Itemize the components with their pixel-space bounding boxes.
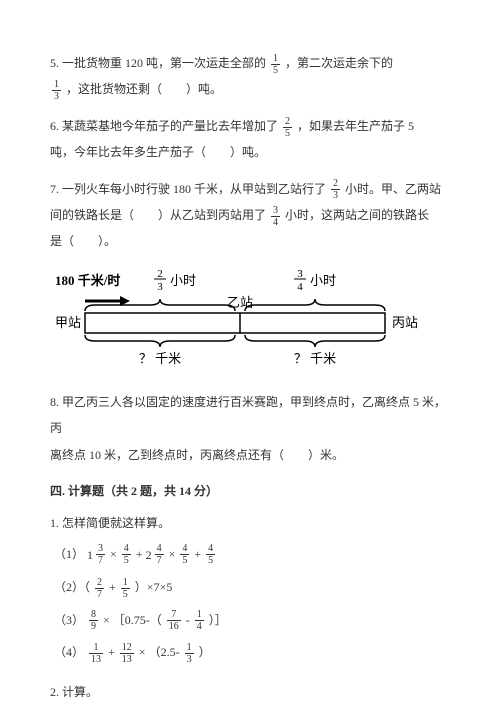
calc1-e3: （3） 89 × ［0.75-（ 716 - 14 ）］: [54, 607, 450, 633]
svg-text:4: 4: [297, 281, 303, 293]
svg-text:小时: 小时: [310, 273, 336, 288]
calc2-title: 2. 计算。: [50, 679, 450, 705]
q8-line2: 离终点 10 米，乙到终点时，丙离终点还有（ ）米。: [50, 442, 450, 468]
calc1-e4: （4） 113 + 1213 × （2.5- 13 ）: [54, 639, 450, 665]
calc1-e1: （1） 137 × 45 + 247 × 45 + 45: [54, 541, 450, 568]
q8-line1: 8. 甲乙丙三人各以固定的速度进行百米赛跑，甲到终点时，乙离终点 5 米，丙: [50, 389, 450, 442]
diagram-station-b-top: 乙站: [227, 295, 253, 310]
q7-frac-1: 23: [331, 178, 340, 201]
svg-text:小时: 小时: [170, 273, 196, 288]
q7-text-1: 7. 一列火车每小时行驶 180 千米，从甲站到乙站行了: [50, 182, 326, 196]
q7-text-2: 小时。甲、乙两站: [345, 182, 441, 196]
question-5: 5. 一批货物重 120 吨，第一次运走全部的 15 ，第二次运走余下的 13 …: [50, 50, 450, 103]
brace-bottom-left: [85, 335, 235, 347]
q7-frac-2: 34: [271, 205, 280, 228]
calc1-list: （1） 137 × 45 + 247 × 45 + 45 （2）（ 27 + 1…: [54, 541, 450, 666]
diagram-station-a: 甲站: [55, 315, 81, 330]
diagram-speed: 180 千米/时: [55, 273, 120, 288]
section-4-title: 四. 计算题（共 2 题，共 14 分）: [50, 478, 450, 504]
q6-text-2: ，如果去年生产茄子 5: [297, 119, 414, 133]
diagram-unknown-2: ？ 千米: [294, 351, 336, 366]
svg-text:3: 3: [157, 281, 163, 293]
q7-line3: 是（ ）。: [50, 228, 450, 254]
railway-diagram: 180 千米/时 2 3 小时 3 4 小时 乙站 甲站 丙站 ？ 千米 ？ 千…: [50, 265, 430, 375]
diagram-unknown-1: ？ 千米: [139, 351, 181, 366]
question-6: 6. 某蔬菜基地今年茄子的产量比去年增加了 25 ，如果去年生产茄子 5 吨，今…: [50, 113, 450, 166]
brace-bottom-right: [245, 335, 385, 347]
diagram-time-1: 2 3 小时: [154, 268, 196, 293]
q7-line2b: 小时，这两站之间的铁路长: [285, 208, 429, 222]
svg-text:2: 2: [157, 268, 163, 280]
svg-text:3: 3: [297, 268, 303, 280]
calc1-e2: （2）（ 27 + 15 ）×7×5: [54, 574, 450, 600]
q5-text-2: ，第二次运走余下的: [285, 56, 393, 70]
q5-frac-2: 13: [52, 79, 61, 102]
track-rect: [85, 313, 385, 333]
q7-line2a: 间的铁路长是（ ）从乙站到丙站用了: [50, 208, 266, 222]
diagram-time-2: 3 4 小时: [294, 268, 336, 293]
q6-line2: 吨，今年比去年多生产茄子（ ）吨。: [50, 139, 450, 165]
q6-frac-1: 25: [283, 116, 292, 139]
brace-top-right: [245, 299, 385, 311]
question-8: 8. 甲乙丙三人各以固定的速度进行百米赛跑，甲到终点时，乙离终点 5 米，丙 离…: [50, 389, 450, 468]
q5-frac-1: 15: [271, 53, 280, 76]
q5-text-1: 5. 一批货物重 120 吨，第一次运走全部的: [50, 56, 266, 70]
q5-text-3: ，这批货物还剩（ ）吨。: [66, 82, 222, 96]
q6-text-1: 6. 某蔬菜基地今年茄子的产量比去年增加了: [50, 119, 278, 133]
diagram-station-c: 丙站: [392, 315, 418, 330]
question-7: 7. 一列火车每小时行驶 180 千米，从甲站到乙站行了 23 小时。甲、乙两站…: [50, 176, 450, 255]
calc1-title: 1. 怎样简便就这样算。: [50, 510, 450, 536]
